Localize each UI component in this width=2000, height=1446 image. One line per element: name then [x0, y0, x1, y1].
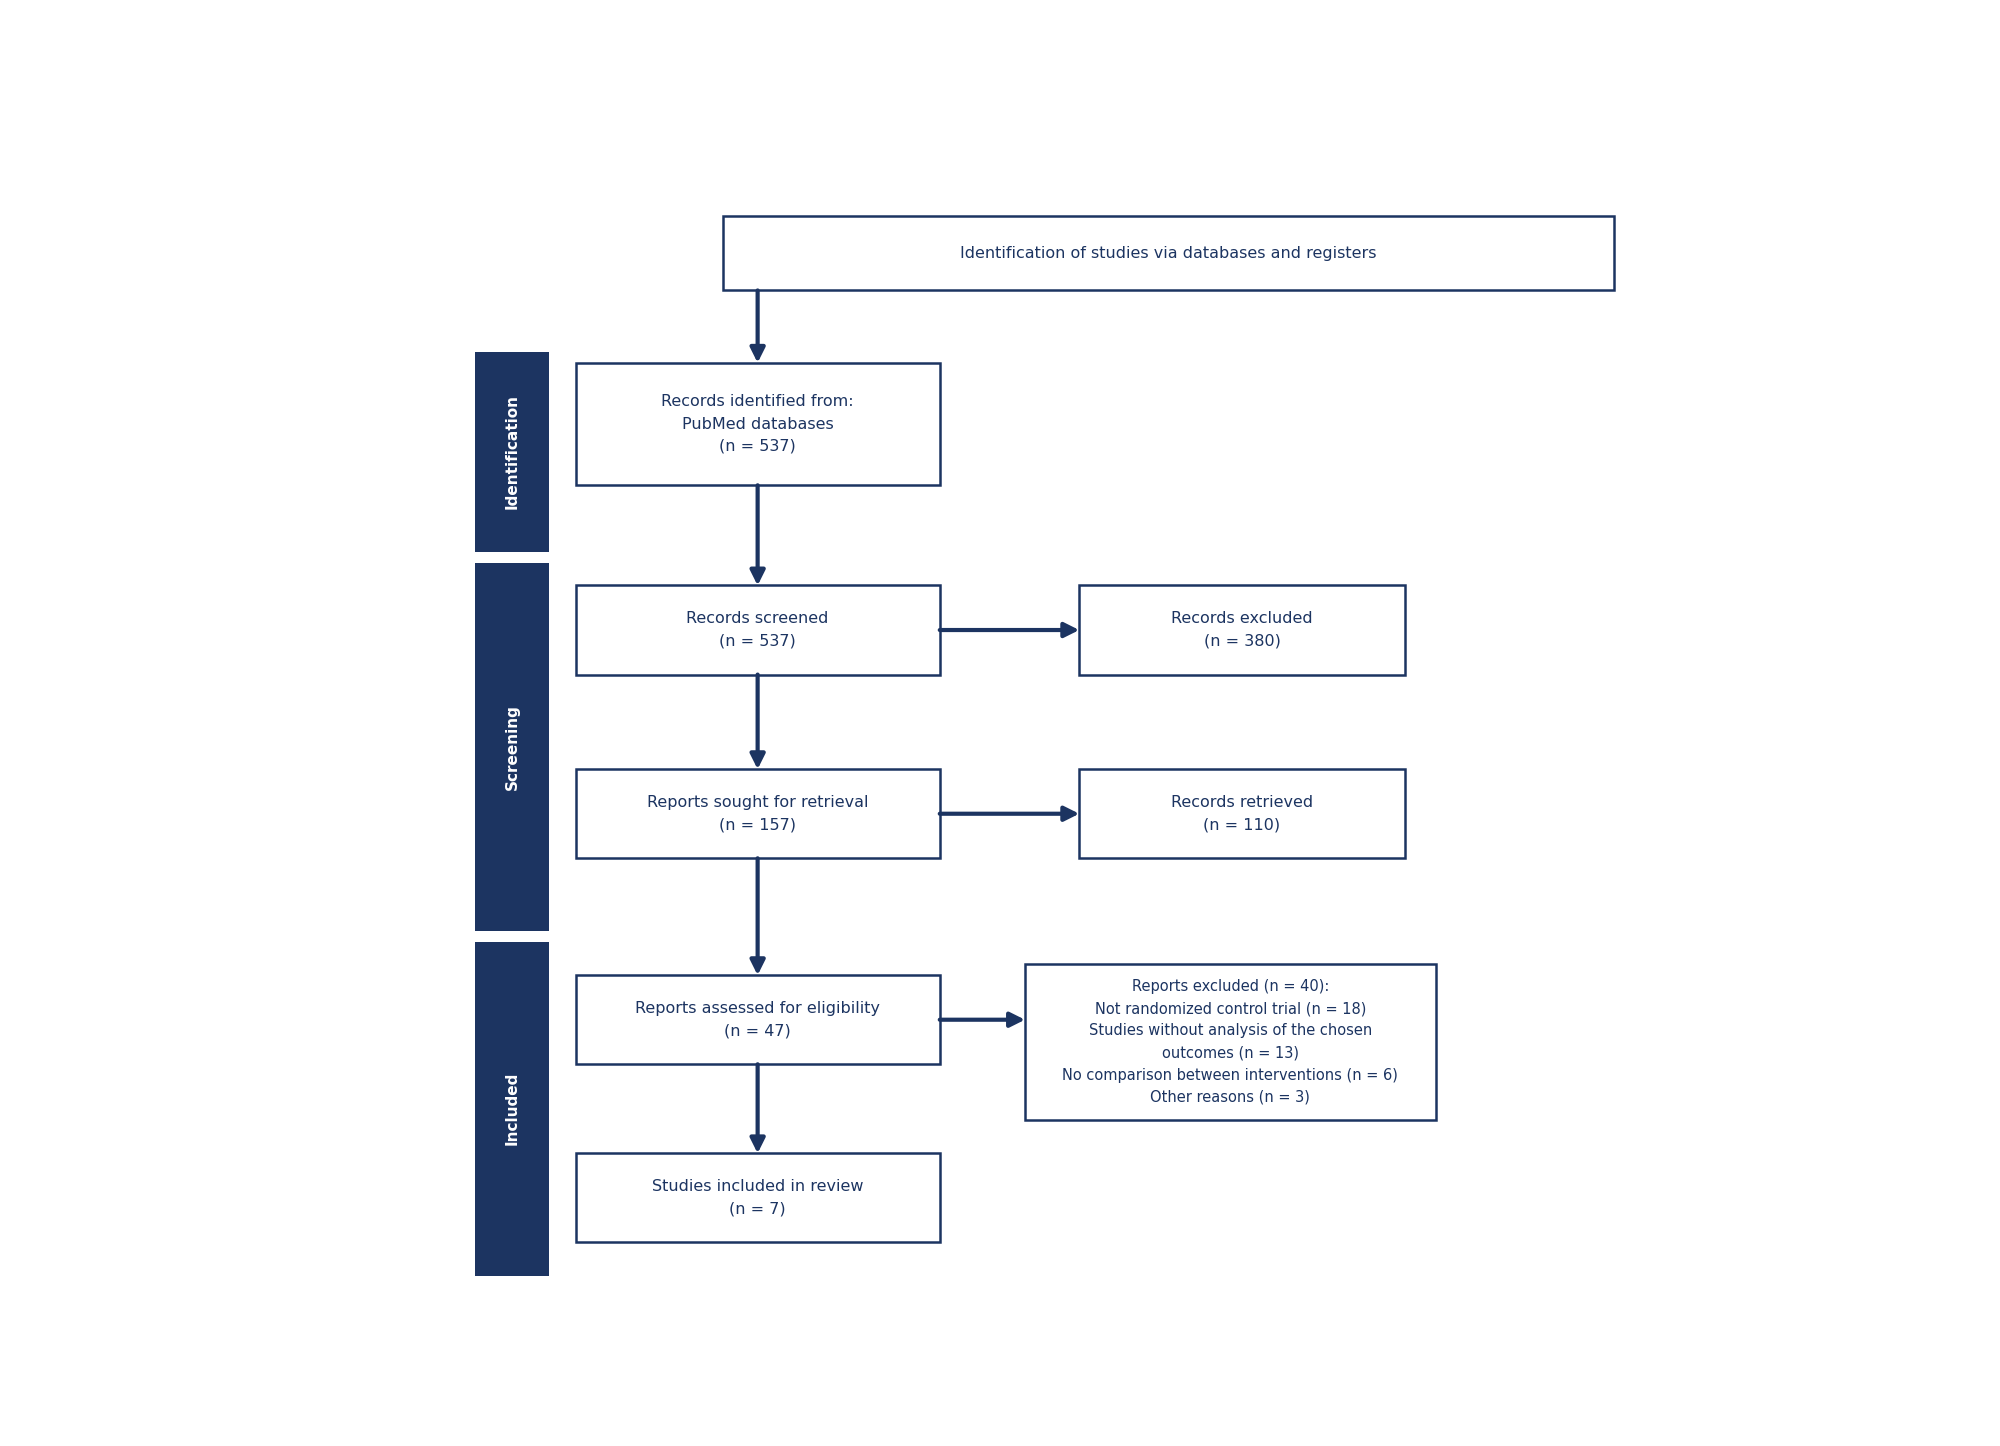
FancyBboxPatch shape	[1024, 964, 1436, 1119]
Text: Studies included in review
(n = 7): Studies included in review (n = 7)	[652, 1180, 864, 1216]
FancyBboxPatch shape	[474, 941, 550, 1275]
FancyBboxPatch shape	[576, 1154, 940, 1242]
Text: Identification: Identification	[504, 395, 520, 509]
FancyBboxPatch shape	[576, 586, 940, 674]
FancyBboxPatch shape	[576, 363, 940, 486]
FancyBboxPatch shape	[1080, 586, 1404, 674]
FancyBboxPatch shape	[576, 769, 940, 859]
Text: Reports sought for retrieval
(n = 157): Reports sought for retrieval (n = 157)	[646, 795, 868, 833]
FancyBboxPatch shape	[1080, 769, 1404, 859]
Text: Records screened
(n = 537): Records screened (n = 537)	[686, 612, 828, 649]
Text: Reports excluded (n = 40):
Not randomized control trial (n = 18)
Studies without: Reports excluded (n = 40): Not randomize…	[1062, 979, 1398, 1105]
FancyBboxPatch shape	[576, 975, 940, 1064]
Text: Screening: Screening	[504, 704, 520, 790]
Text: Records retrieved
(n = 110): Records retrieved (n = 110)	[1170, 795, 1314, 833]
Text: Records identified from:
PubMed databases
(n = 537): Records identified from: PubMed database…	[662, 395, 854, 454]
Text: Records excluded
(n = 380): Records excluded (n = 380)	[1172, 612, 1312, 649]
Text: Reports assessed for eligibility
(n = 47): Reports assessed for eligibility (n = 47…	[636, 1001, 880, 1038]
FancyBboxPatch shape	[474, 562, 550, 931]
Text: Included: Included	[504, 1071, 520, 1145]
FancyBboxPatch shape	[474, 351, 550, 552]
FancyBboxPatch shape	[722, 215, 1614, 291]
Text: Identification of studies via databases and registers: Identification of studies via databases …	[960, 246, 1376, 260]
